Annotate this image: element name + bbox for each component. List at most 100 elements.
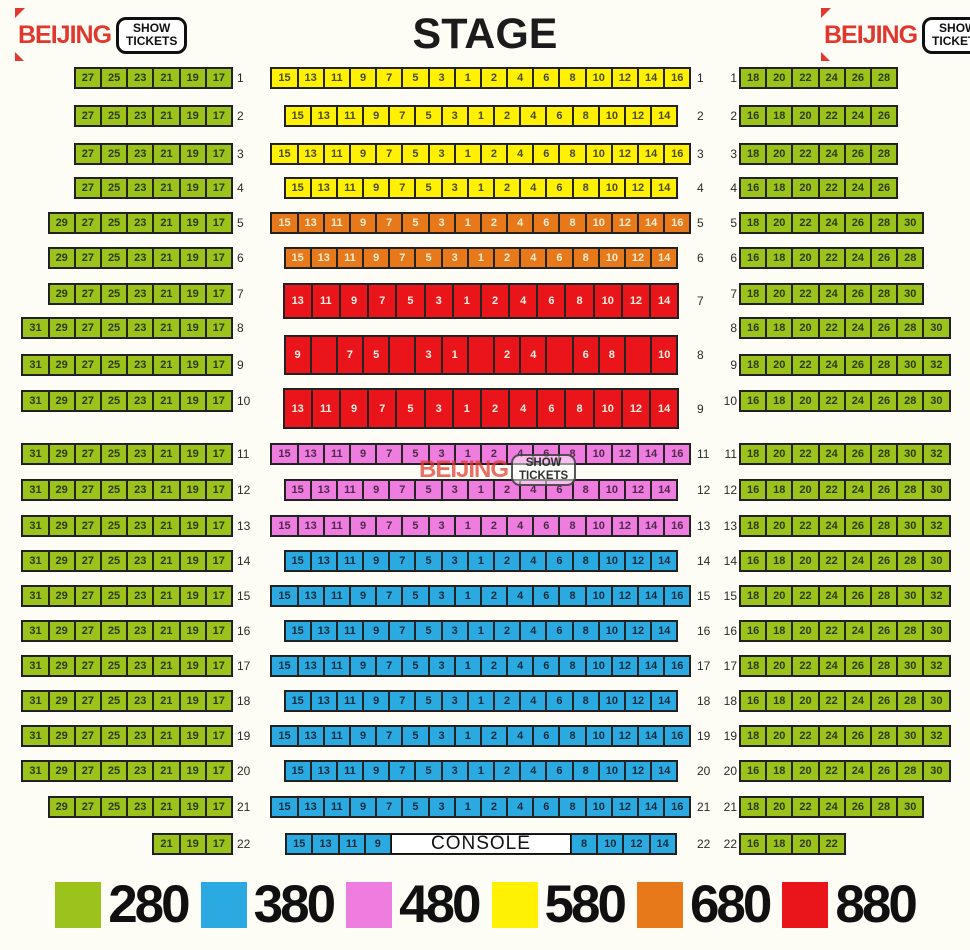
seat[interactable]: 11 [336,178,364,198]
seat[interactable]: 2 [480,284,510,318]
seat[interactable]: 6 [546,178,573,198]
seat[interactable]: 22 [818,178,845,198]
seat[interactable]: 7 [376,213,403,233]
seat[interactable]: 7 [376,656,403,676]
seat[interactable]: 1 [454,516,481,536]
seat[interactable]: 29 [48,480,75,500]
seat[interactable]: 22 [818,691,845,711]
seat[interactable]: 22 [792,144,819,164]
seat[interactable]: 19 [179,551,206,571]
seat[interactable]: 14 [638,656,665,676]
seat[interactable]: 23 [127,355,154,375]
seat[interactable]: 11 [323,797,350,817]
seat[interactable]: 28 [897,551,924,571]
seat[interactable]: 16 [664,444,691,464]
seat[interactable]: 7 [368,389,397,428]
seat[interactable]: 3 [428,656,455,676]
seat[interactable]: 17 [205,284,232,304]
seat[interactable]: 24 [818,144,845,164]
seat[interactable]: 2 [494,621,521,641]
seat[interactable]: 23 [127,213,154,233]
seat[interactable]: 9 [284,336,311,374]
seat[interactable]: 31 [22,551,49,571]
seat[interactable]: 22 [792,444,819,464]
seat[interactable]: 15 [284,551,311,571]
seat[interactable]: 25 [100,621,128,641]
seat[interactable]: 25 [100,213,128,233]
seat[interactable]: 21 [153,144,180,164]
seat[interactable]: 5 [415,551,442,571]
seat[interactable]: 13 [310,248,337,268]
seat[interactable]: 27 [74,480,101,500]
seat[interactable]: 9 [364,834,391,854]
seat[interactable]: 26 [844,656,871,676]
seat[interactable]: 18 [766,106,793,126]
seat[interactable]: 21 [153,391,180,411]
seat[interactable]: 29 [48,391,75,411]
seat[interactable]: 28 [897,621,924,641]
seat[interactable]: 23 [127,248,154,268]
seat[interactable]: 8 [572,248,599,268]
seat[interactable]: 25 [100,391,128,411]
seat[interactable]: 5 [415,691,442,711]
seat[interactable]: 25 [100,516,128,536]
seat[interactable]: 28 [897,248,924,268]
seat[interactable]: 2 [494,336,521,374]
seat[interactable]: 29 [48,797,75,817]
seat[interactable]: 24 [844,551,871,571]
seat[interactable]: 5 [415,480,442,500]
seat[interactable]: 3 [424,389,453,428]
seat[interactable]: 20 [792,106,819,126]
seat[interactable]: 20 [792,551,819,571]
seat[interactable]: 3 [428,144,455,164]
seat[interactable]: 21 [153,318,180,338]
seat[interactable]: 1 [454,144,481,164]
seat[interactable]: 17 [205,691,232,711]
seat[interactable]: 10 [598,691,625,711]
seat[interactable]: 5 [415,248,442,268]
seat[interactable]: 2 [480,389,510,428]
seat[interactable]: 16 [740,391,767,411]
seat[interactable]: 7 [389,178,416,198]
seat[interactable]: 13 [297,726,324,746]
seat[interactable]: 15 [271,797,298,817]
seat[interactable]: 18 [766,621,793,641]
seat[interactable]: 6 [537,284,566,318]
seat[interactable]: 6 [537,389,566,428]
seat[interactable]: 22 [818,551,845,571]
seat[interactable]: 10 [598,761,625,781]
seat[interactable]: 11 [336,691,364,711]
seat[interactable]: 13 [297,516,324,536]
seat[interactable]: 26 [870,391,898,411]
seat[interactable]: 19 [179,355,206,375]
seat[interactable]: 9 [363,248,390,268]
seat[interactable]: 20 [792,691,819,711]
seat[interactable]: 30 [897,797,924,817]
seat[interactable]: 31 [22,761,49,781]
seat[interactable]: 23 [127,68,154,88]
seat[interactable]: 7 [376,726,403,746]
seat[interactable]: 27 [74,797,101,817]
seat[interactable]: 29 [48,213,75,233]
seat[interactable]: 28 [870,144,898,164]
seat[interactable]: 17 [205,213,232,233]
seat[interactable]: 12 [624,761,652,781]
seat[interactable]: 6 [533,516,560,536]
seat[interactable]: 22 [818,480,845,500]
seat[interactable]: 7 [389,551,416,571]
seat[interactable]: 27 [74,656,101,676]
seat[interactable]: 9 [349,656,377,676]
seat[interactable]: 1 [467,480,494,500]
seat[interactable]: 9 [363,761,390,781]
seat[interactable]: 24 [844,761,871,781]
seat[interactable]: 4 [507,144,534,164]
seat[interactable]: 6 [546,621,573,641]
seat[interactable]: 28 [870,516,898,536]
seat[interactable]: 6 [533,68,560,88]
seat[interactable]: 13 [310,761,337,781]
seat[interactable]: 3 [428,726,455,746]
seat[interactable]: 21 [153,834,180,854]
seat[interactable]: 13 [310,551,337,571]
seat[interactable]: 11 [336,761,364,781]
seat[interactable]: 11 [311,389,340,428]
